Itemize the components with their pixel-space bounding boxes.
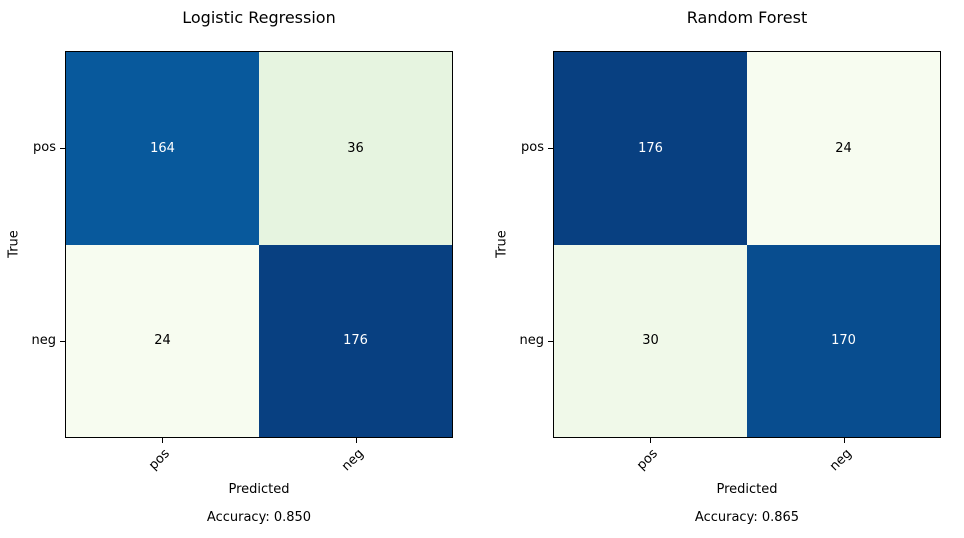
heatmap-cell-true-pos-pred-pos: 176: [554, 52, 747, 245]
cell-value: 24: [835, 140, 852, 156]
y-tick-label-pos: pos: [521, 140, 544, 155]
heatmap-cell-true-neg-pred-pos: 30: [554, 244, 747, 437]
x-axis-label: Predicted: [716, 482, 778, 497]
chart-title: Random Forest: [686, 8, 808, 27]
cell-value: 170: [831, 333, 856, 349]
heatmap-cell-true-neg-pred-neg: 176: [259, 244, 452, 437]
chart-title: Logistic Regression: [182, 8, 336, 27]
y-axis-label: True: [494, 230, 510, 258]
y-tick-label-neg: neg: [519, 333, 545, 348]
heatmap-cell-true-pos-pred-pos: 164: [66, 52, 259, 245]
heatmap-axes: 176 24 30 170: [553, 51, 941, 438]
heatmap-cell-true-neg-pred-neg: 170: [747, 244, 940, 437]
heatmap-cell-true-neg-pred-pos: 24: [66, 244, 259, 437]
confusion-matrix-panel-random-forest: Random Forest True pos neg 176 24 30 170…: [488, 0, 964, 538]
y-tick-mark: [60, 148, 65, 149]
y-tick-label-pos: pos: [33, 140, 56, 155]
y-axis-label: True: [6, 230, 22, 258]
heatmap-cell-true-pos-pred-neg: 36: [259, 52, 452, 245]
y-tick-mark: [548, 148, 553, 149]
heatmap-axes: 164 36 24 176: [65, 51, 453, 438]
cell-value: 164: [150, 140, 175, 156]
x-axis-label: Predicted: [228, 482, 290, 497]
accuracy-text: Accuracy: 0.865: [694, 510, 800, 525]
cell-value: 176: [638, 140, 663, 156]
accuracy-text: Accuracy: 0.850: [206, 510, 312, 525]
cell-value: 24: [154, 333, 171, 349]
cell-value: 176: [343, 333, 368, 349]
x-tick-mark: [162, 438, 163, 443]
y-tick-label-neg: neg: [31, 333, 57, 348]
confusion-matrix-panel-logistic-regression: Logistic Regression True pos neg 164 36 …: [0, 0, 476, 538]
y-tick-mark: [548, 341, 553, 342]
x-tick-mark: [844, 438, 845, 443]
x-tick-mark: [650, 438, 651, 443]
cell-value: 36: [347, 140, 364, 156]
y-tick-mark: [60, 341, 65, 342]
x-tick-mark: [356, 438, 357, 443]
cell-value: 30: [642, 333, 659, 349]
heatmap-cell-true-pos-pred-neg: 24: [747, 52, 940, 245]
